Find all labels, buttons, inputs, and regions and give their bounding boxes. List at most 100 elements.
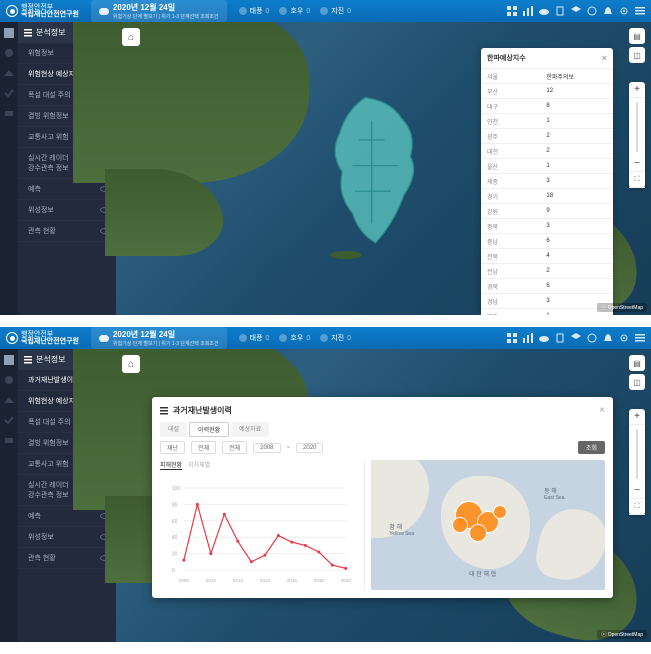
rail-layers-icon[interactable] <box>4 108 14 118</box>
logo[interactable]: 행정안전부 국립재난안전연구원 <box>0 331 85 345</box>
tool-layers-icon[interactable]: ▤ <box>629 28 645 44</box>
grid-icon[interactable] <box>507 6 517 16</box>
date-box[interactable]: 2020년 12월 24일 위험기상 단계 별보기 | 위기 1-3 단계선택 … <box>91 327 227 349</box>
region-cell: 전북 <box>481 249 540 264</box>
zoom-reset-button[interactable]: ⛶ <box>629 499 645 515</box>
category-label: 지진 <box>331 6 344 16</box>
zoom-in-button[interactable]: + <box>629 82 645 98</box>
bell-icon[interactable] <box>603 6 613 16</box>
gear-icon[interactable] <box>619 6 629 16</box>
header: 행정안전부 국립재난안전연구원 2020년 12월 24일 위험기상 단계 별보… <box>0 327 651 349</box>
tab[interactable]: 대설 <box>160 422 187 437</box>
cloud2-icon[interactable] <box>539 333 549 343</box>
bell-icon[interactable] <box>603 333 613 343</box>
category-지진[interactable]: 지진0 <box>320 6 351 16</box>
sidebar-item[interactable]: 관측 현황 <box>18 221 116 242</box>
home-button[interactable]: ⌂ <box>122 28 140 46</box>
hamburger-icon <box>160 407 168 415</box>
clip-icon[interactable] <box>555 333 565 343</box>
history-panel: 과거재난발생이력 × 대설이력현황예상자료 재난 전체 전체 2008 ~ 20… <box>152 397 613 598</box>
grid-icon[interactable] <box>507 333 517 343</box>
filter-region[interactable]: 전체 <box>191 441 216 454</box>
layers-icon[interactable] <box>571 333 581 343</box>
zoom-reset-button[interactable]: ⛶ <box>629 172 645 188</box>
tab[interactable]: 이력현황 <box>189 422 229 437</box>
category-호우[interactable]: 호우0 <box>279 333 310 343</box>
sea-east: 동 해East Sea <box>544 486 564 501</box>
brand-line2: 국립재난안전연구원 <box>21 11 79 18</box>
zoom-out-button[interactable]: − <box>629 483 645 499</box>
sidebar-item[interactable]: 위성정보 <box>18 527 116 548</box>
chart-tab[interactable]: 지자체별 <box>188 460 210 470</box>
menu-icon[interactable] <box>635 333 645 343</box>
hamburger-icon <box>24 356 32 364</box>
category-badge: 0 <box>347 335 351 342</box>
zoom-control[interactable]: + − ⛶ <box>629 82 645 188</box>
cloud2-icon[interactable] <box>539 6 549 16</box>
category-지진[interactable]: 지진0 <box>320 333 351 343</box>
menu-icon[interactable] <box>635 6 645 16</box>
rail-map-icon[interactable] <box>4 68 14 78</box>
sidebar-item-label: 실시간 레이더 강수관측 정보 <box>28 480 69 500</box>
rail-analysis-icon[interactable] <box>4 375 14 385</box>
sidebar-item[interactable]: 위성정보 <box>18 200 116 221</box>
clip-icon[interactable] <box>555 6 565 16</box>
region-cell: 강원 <box>481 204 540 219</box>
category-태풍[interactable]: 태풍0 <box>239 333 270 343</box>
header-icons <box>507 6 651 16</box>
map[interactable]: ⌂ ▤ ◫ + − ⛶ 과거재난발생이력 × 대설이력현황예상자료 <box>116 349 651 642</box>
refresh-icon[interactable] <box>587 333 597 343</box>
category-태풍[interactable]: 태풍0 <box>239 6 270 16</box>
logo[interactable]: 행정안전부 국립재난안전연구원 <box>0 4 85 18</box>
close-icon[interactable]: × <box>602 53 607 63</box>
rail-layers-icon[interactable] <box>4 435 14 445</box>
table-row: 광주2 <box>481 129 613 144</box>
home-button[interactable]: ⌂ <box>122 355 140 373</box>
svg-text:40: 40 <box>172 535 178 541</box>
rail-home-icon[interactable] <box>4 355 14 365</box>
chart-icon[interactable] <box>523 333 533 343</box>
search-button[interactable]: 조회 <box>578 441 605 454</box>
tool-measure-icon[interactable]: ◫ <box>629 47 645 63</box>
chart-icon[interactable] <box>523 6 533 16</box>
rail-home-icon[interactable] <box>4 28 14 38</box>
category-icon <box>279 7 287 15</box>
chart-tab[interactable]: 피해현황 <box>160 460 182 470</box>
bubble-marker[interactable] <box>493 505 507 519</box>
category-icon <box>239 334 247 342</box>
zoom-out-button[interactable]: − <box>629 156 645 172</box>
table-row: 경남3 <box>481 294 613 309</box>
bubble-marker[interactable] <box>452 517 468 533</box>
filter-year-from[interactable]: 2008 <box>253 443 280 453</box>
sidebar-item-label: 과거재난발생이력 <box>28 375 80 385</box>
rail-map-icon[interactable] <box>4 395 14 405</box>
filter-year-to[interactable]: 2020 <box>296 443 323 453</box>
tab[interactable]: 예상자료 <box>231 422 269 437</box>
zoom-track[interactable] <box>636 102 638 152</box>
zoom-track[interactable] <box>636 429 638 479</box>
zoom-in-button[interactable]: + <box>629 409 645 425</box>
map[interactable]: ⌂ ▤ ◫ + − ⛶ 한파예상지수 × 서울한파주의보부산12대구8인천1광주… <box>116 22 651 315</box>
sidebar-item-label: 교통사고 위험 <box>28 459 69 469</box>
date-box[interactable]: 2020년 12월 24일 위험기상 단계 별보기 | 위기 1-3 단계선택 … <box>91 0 227 22</box>
svg-text:0: 0 <box>172 568 175 574</box>
rail-analysis-icon[interactable] <box>4 48 14 58</box>
category-호우[interactable]: 호우0 <box>279 6 310 16</box>
brand-line1: 행정안전부 <box>21 331 79 338</box>
rail-check-icon[interactable] <box>4 415 14 425</box>
tool-layers-icon[interactable]: ▤ <box>629 355 645 371</box>
refresh-icon[interactable] <box>587 6 597 16</box>
sidebar-item[interactable]: 관측 현황 <box>18 548 116 569</box>
cloud-icon <box>99 8 109 15</box>
filter-type[interactable]: 재난 <box>160 441 185 454</box>
tool-measure-icon[interactable]: ◫ <box>629 374 645 390</box>
layers-icon[interactable] <box>571 6 581 16</box>
gear-icon[interactable] <box>619 333 629 343</box>
close-icon[interactable]: × <box>599 405 605 416</box>
filter-sub[interactable]: 전체 <box>222 441 247 454</box>
rail-check-icon[interactable] <box>4 88 14 98</box>
landmass-china <box>73 7 308 183</box>
zoom-control[interactable]: + − ⛶ <box>629 409 645 515</box>
line-chart-svg: 0204060801002008201020122014201620182020 <box>160 474 360 584</box>
category-strip: 태풍0 호우0 지진0 <box>239 333 351 343</box>
